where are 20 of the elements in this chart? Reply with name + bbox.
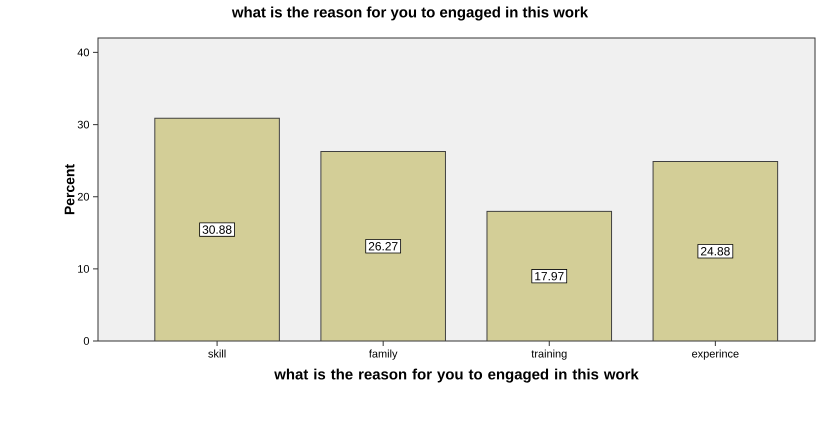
y-tick-label: 10: [78, 264, 90, 273]
x-tick-label: skill: [208, 350, 226, 358]
data-label: 26.27: [368, 242, 398, 250]
y-axis-title: Percent: [64, 164, 74, 214]
y-tick-label: 40: [78, 48, 90, 56]
bar: [154, 118, 280, 341]
data-label: 17.97: [535, 272, 564, 280]
chart-title: what is the reason for you to engaged in this work: [232, 6, 588, 21]
x-tick-label: experince: [692, 350, 739, 360]
y-tick-label: 0: [84, 337, 90, 345]
bar: [320, 150, 446, 341]
data-label: 30.88: [202, 225, 232, 234]
y-tick-label: 20: [78, 192, 90, 201]
x-tick-label: family: [369, 350, 398, 360]
x-axis-title: what is the reason for you to engaged in this work: [274, 368, 639, 383]
bar: [486, 211, 612, 341]
x-tick-label: training: [531, 350, 567, 360]
bar: [652, 161, 778, 341]
data-label: 24.88: [700, 247, 730, 256]
y-tick-label: 30: [78, 120, 90, 128]
